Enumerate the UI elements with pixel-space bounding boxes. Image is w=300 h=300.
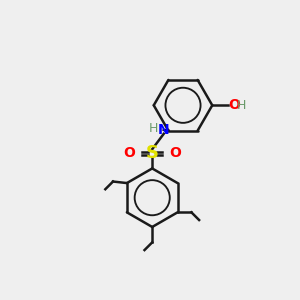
Text: N: N: [158, 123, 170, 137]
Text: O: O: [123, 146, 135, 160]
Text: S: S: [146, 144, 159, 162]
Text: O: O: [228, 98, 240, 112]
Text: O: O: [169, 146, 181, 160]
Text: H: H: [237, 99, 246, 112]
Text: H: H: [149, 122, 158, 135]
